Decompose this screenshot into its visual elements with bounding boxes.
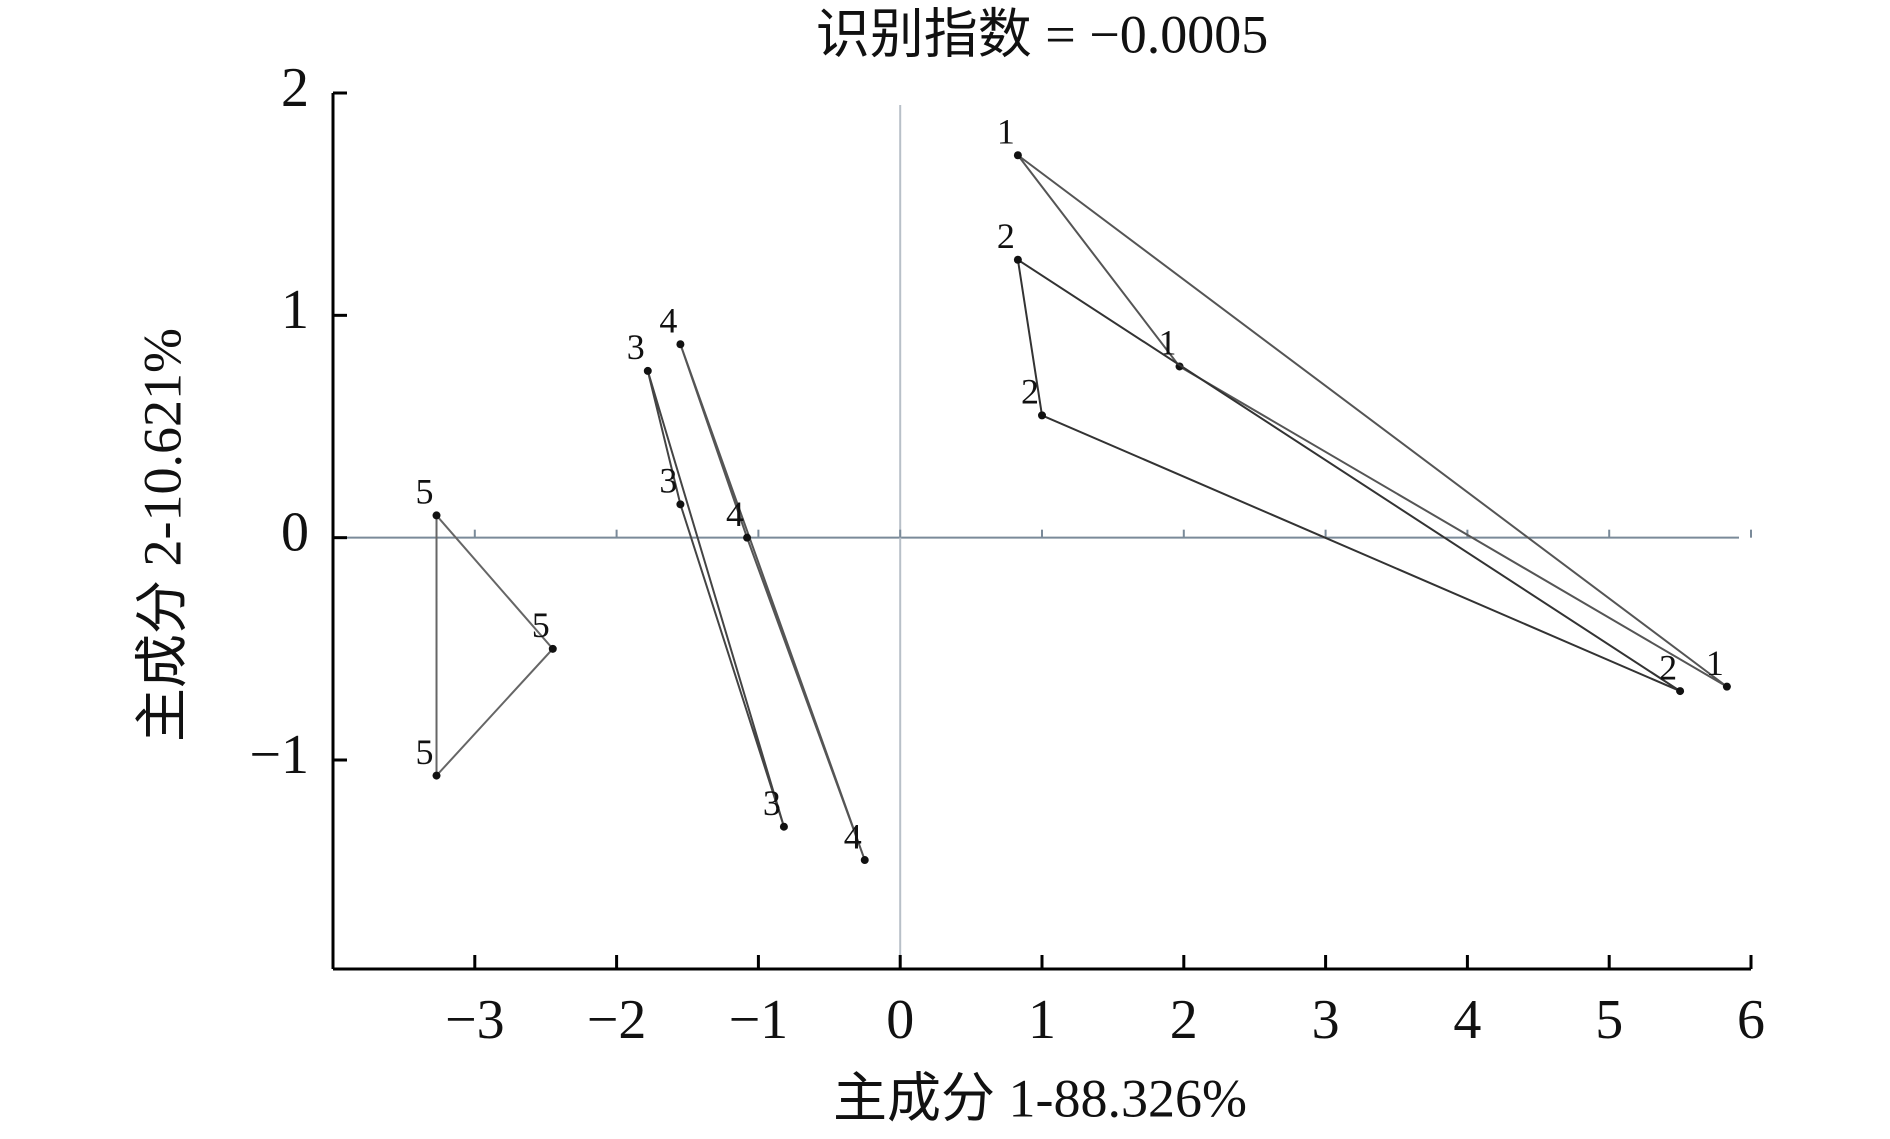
point-label: 2 [1021, 372, 1039, 412]
group-outline [435, 512, 555, 779]
point-label: 2 [1659, 647, 1677, 687]
x-tick-label: 1 [1028, 989, 1056, 1051]
chart-title: 识别指数 = −0.0005 [816, 4, 1268, 64]
y-tick-label: 1 [281, 279, 309, 341]
group-outline [646, 370, 785, 828]
point [676, 500, 685, 509]
group-outline [1017, 154, 1728, 688]
point-label: 4 [659, 301, 677, 341]
point [779, 822, 788, 831]
x-tick-label: −1 [729, 989, 789, 1051]
point-label: 2 [997, 216, 1015, 256]
point-label: 5 [416, 472, 434, 512]
point [676, 340, 685, 349]
point-label: 1 [1706, 643, 1724, 683]
point [1038, 411, 1046, 420]
y-axis-label: 主成分 2-10.621% [132, 328, 192, 742]
y-tick-label: 0 [281, 502, 309, 564]
point-label: 3 [627, 327, 645, 367]
x-tick-label: 3 [1312, 989, 1340, 1051]
x-axis-label: 主成分 1-88.326% [833, 1068, 1247, 1128]
y-tick-label: 2 [281, 57, 309, 119]
point [1676, 687, 1685, 696]
point [432, 771, 441, 780]
y-tick-label: −1 [249, 724, 309, 786]
point [860, 856, 869, 865]
point [432, 511, 441, 520]
point-label: 3 [763, 783, 781, 823]
point-label: 4 [726, 494, 744, 534]
point [643, 366, 652, 375]
point-label: 5 [532, 605, 550, 645]
x-tick-label: −3 [445, 989, 505, 1051]
x-tick-label: 5 [1595, 989, 1623, 1051]
point [1722, 682, 1731, 691]
group-outline [679, 343, 866, 861]
x-tick-label: 6 [1737, 989, 1765, 1051]
point-label: 3 [659, 461, 677, 501]
point [1013, 255, 1022, 264]
group-outline [1016, 257, 1681, 692]
x-tick-label: 0 [886, 989, 914, 1051]
point-label: 5 [416, 732, 434, 772]
x-tick-label: 4 [1453, 989, 1481, 1051]
point [743, 533, 752, 542]
point [1013, 151, 1022, 160]
point-label: 4 [844, 816, 862, 856]
x-tick-label: 2 [1170, 989, 1198, 1051]
point [548, 644, 557, 653]
point-label: 1 [1159, 323, 1177, 363]
point-label: 1 [997, 112, 1015, 152]
x-tick-label: −2 [587, 989, 647, 1051]
